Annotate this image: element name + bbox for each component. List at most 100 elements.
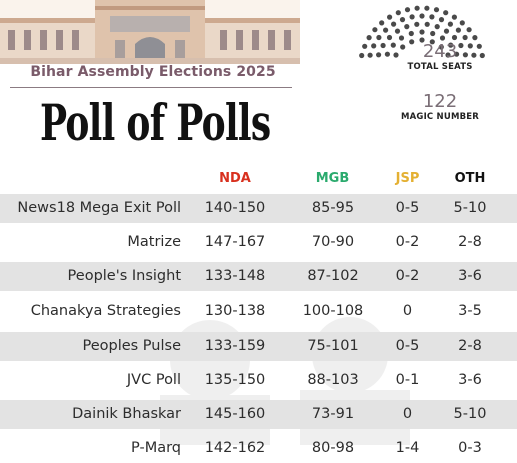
seat-dot — [447, 21, 453, 27]
magic-number-value: 122 — [422, 91, 458, 112]
seat-dot — [462, 34, 468, 41]
jsp-projection: 0 — [402, 303, 413, 319]
oth-projection: 3-5 — [458, 303, 482, 319]
total-seats-stat: 243 TOTAL SEATS — [395, 42, 485, 73]
seat-dot — [445, 52, 451, 58]
seat-dot — [400, 44, 406, 50]
seat-dot — [409, 14, 415, 20]
pollster-name: News18 Mega Exit Poll — [17, 200, 181, 216]
seat-dot — [379, 20, 385, 26]
nda-projection: 147-167 — [204, 234, 266, 250]
nda-projection: 140-150 — [204, 200, 266, 216]
seat-dot — [448, 42, 454, 48]
seat-dot — [424, 21, 430, 27]
seat-dot — [424, 5, 430, 11]
magic-number-label: MAGIC NUMBER — [400, 112, 480, 122]
seat-dot — [394, 28, 401, 34]
table-row: P-Marq 142-162 80-98 1-4 0-3 — [0, 434, 517, 463]
table-row: News18 Mega Exit Poll 140-150 85-95 0-5 … — [0, 194, 517, 223]
seat-dot — [409, 39, 415, 45]
seat-dot — [398, 35, 405, 41]
oth-projection: 3-6 — [458, 268, 482, 284]
seat-dot — [434, 24, 440, 30]
table-row: Matrize 147-167 70-90 0-2 2-8 — [0, 228, 517, 257]
seat-hemicycle-graphic — [359, 5, 485, 59]
jsp-projection: 0-1 — [395, 372, 420, 388]
seat-dot — [419, 29, 425, 35]
seat-dot — [366, 35, 372, 41]
column-header-mgb: MGB — [315, 171, 350, 186]
oth-projection: 5-10 — [453, 200, 487, 216]
nda-projection: 135-150 — [204, 372, 266, 388]
seat-dot — [451, 14, 457, 20]
nda-projection: 145-160 — [204, 406, 266, 422]
seat-dot — [371, 43, 377, 49]
jsp-projection: 1-4 — [395, 440, 420, 456]
mgb-projection: 85-95 — [311, 200, 355, 216]
seat-dot — [393, 52, 399, 58]
nda-projection: 133-148 — [204, 268, 266, 284]
seat-dot — [479, 52, 485, 59]
pollster-name: People's Insight — [67, 268, 181, 284]
seat-dot — [419, 13, 425, 19]
mgb-projection: 70-90 — [311, 234, 355, 250]
seat-dot — [359, 52, 365, 59]
mgb-projection: 73-91 — [311, 406, 355, 422]
pollster-name: Peoples Pulse — [82, 338, 181, 354]
seat-dot — [471, 52, 477, 58]
seat-dot — [404, 7, 411, 13]
seat-dot — [454, 51, 460, 57]
seat-dot — [438, 17, 445, 23]
seat-dot — [372, 27, 378, 33]
seat-dot — [386, 34, 393, 41]
pollster-name: Chanakya Strategies — [30, 303, 181, 319]
oth-projection: 5-10 — [453, 406, 487, 422]
pollster-name: Matrize — [127, 234, 181, 250]
total-seats-label: TOTAL SEATS — [407, 62, 473, 72]
oth-projection: 0-3 — [458, 440, 482, 456]
jsp-projection: 0-2 — [395, 234, 420, 250]
magic-number-stat: 122 MAGIC NUMBER — [395, 91, 485, 123]
table-row: Dainik Bhaskar 145-160 73-91 0 5-10 — [0, 400, 517, 429]
seat-dot — [429, 14, 435, 20]
seat-dot — [391, 21, 397, 27]
jsp-projection: 0-5 — [395, 338, 420, 354]
table-row: Peoples Pulse 133-159 75-101 0-5 2-8 — [0, 332, 517, 361]
seat-dot — [433, 7, 440, 13]
seat-dot — [419, 37, 425, 43]
jsp-projection: 0 — [402, 406, 413, 422]
seat-dot — [472, 35, 478, 41]
seat-dot — [383, 27, 389, 33]
nda-projection: 130-138 — [204, 303, 266, 319]
seat-dot — [414, 5, 420, 11]
seat-dot — [376, 34, 382, 41]
seat-dot — [443, 28, 450, 34]
seat-dot — [384, 51, 390, 57]
oth-projection: 3-6 — [458, 372, 482, 388]
seat-dot — [467, 43, 473, 49]
seat-dot — [404, 24, 410, 30]
seat-dot — [387, 14, 393, 20]
pollster-name: P-Marq — [131, 440, 181, 456]
seat-dot — [459, 20, 465, 26]
seat-dot — [439, 35, 446, 41]
oth-projection: 2-8 — [458, 338, 482, 354]
seat-dot — [458, 42, 464, 49]
seat-dot — [438, 44, 444, 50]
seat-dot — [414, 21, 420, 27]
seat-dot — [362, 43, 368, 49]
seat-dot — [476, 43, 482, 49]
nda-projection: 142-162 — [204, 440, 266, 456]
seat-dot — [466, 27, 472, 33]
table-row: People's Insight 133-148 87-102 0-2 3-6 — [0, 262, 517, 291]
page-title: Poll of Polls — [40, 93, 271, 152]
seat-dot — [399, 17, 406, 23]
mgb-projection: 100-108 — [302, 303, 364, 319]
column-header-jsp: JSP — [395, 171, 420, 186]
column-header-oth: OTH — [454, 171, 486, 186]
jsp-projection: 0-5 — [395, 200, 420, 216]
mgb-projection: 75-101 — [307, 338, 359, 354]
seat-dot — [376, 52, 382, 58]
seat-dot — [408, 30, 414, 37]
subtitle: Bihar Assembly Elections 2025 — [30, 64, 276, 80]
